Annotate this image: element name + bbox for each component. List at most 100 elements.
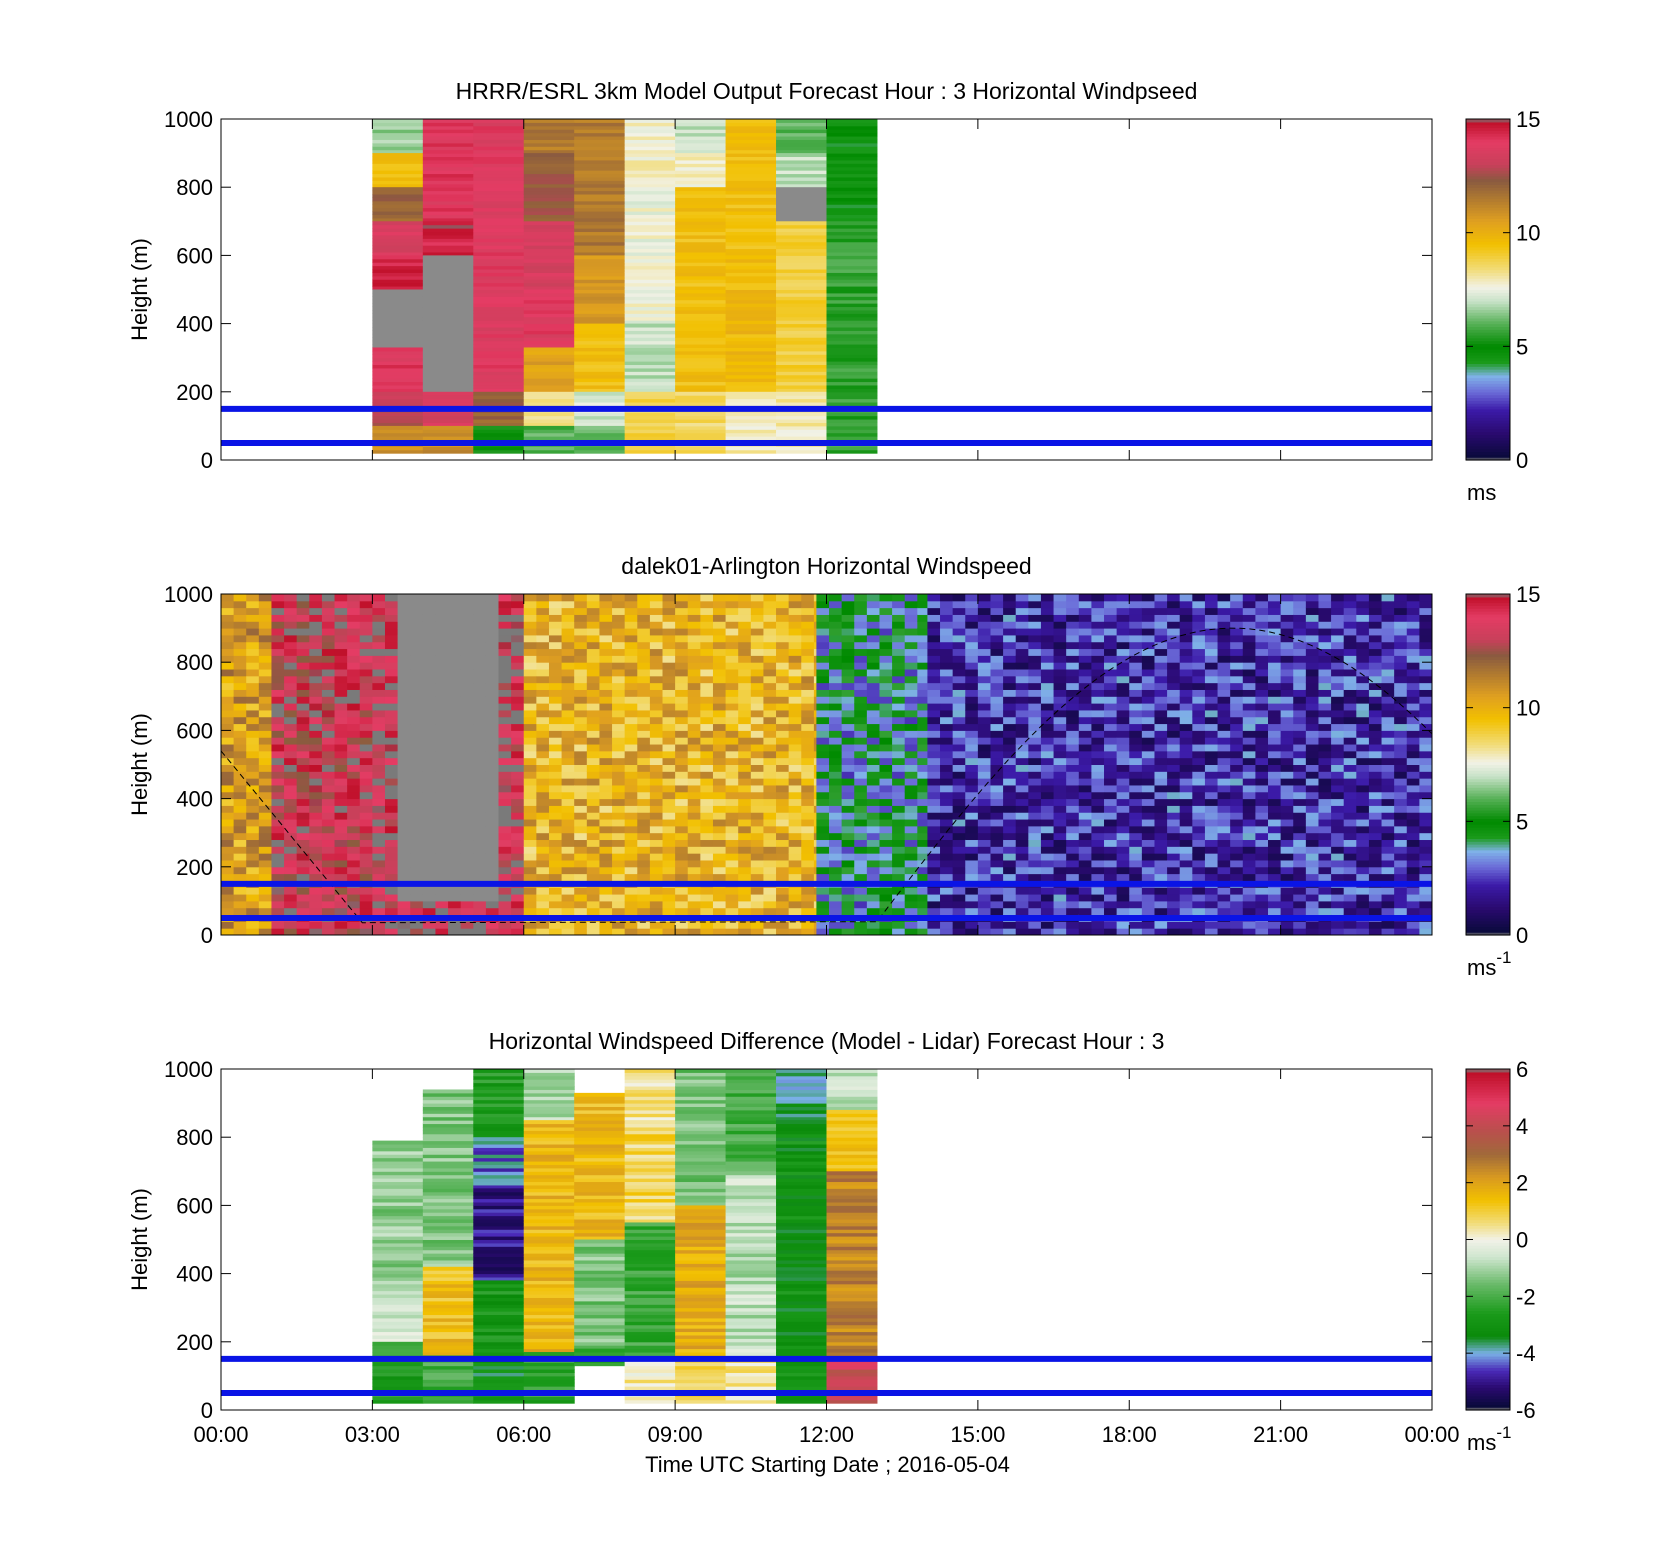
heatmap-cell [473,791,487,800]
heatmap-cell [675,156,727,161]
heatmap-cell [750,798,764,806]
heatmap-cell [448,784,462,793]
colorbar-swatch [1466,158,1510,163]
heatmap-cell [829,703,843,711]
heatmap-cell [422,614,436,622]
heatmap-cell [1066,662,1080,670]
heatmap-cell [866,662,880,670]
heatmap-cell [561,907,575,916]
colorbar-swatch [1466,218,1510,222]
heatmap-cell [511,921,525,929]
heatmap-cell [637,669,651,677]
heatmap-cell [397,696,411,704]
heatmap-cell [536,853,550,861]
heatmap-cell [675,234,727,239]
heatmap-cell [221,771,235,779]
heatmap-cell [917,798,928,806]
heatmap-cell [675,176,727,181]
heatmap-cell [422,367,474,372]
heatmap-cell [347,832,361,841]
heatmap-cell [384,744,399,752]
colorbar-swatch [1466,198,1510,203]
heatmap-cell [372,245,424,250]
heatmap-cell [574,778,588,786]
heatmap-cell [233,600,247,609]
heatmap-cell [347,594,361,602]
heatmap-cell [826,224,878,229]
heatmap-cell [221,737,235,745]
heatmap-cell [866,634,880,643]
heatmap-cell [599,846,613,854]
heatmap-cell [296,744,310,752]
heatmap-cell [599,866,613,875]
heatmap-cell [866,696,880,704]
heatmap-cell [1141,778,1155,786]
heatmap-cell [826,412,878,417]
heatmap-cell [347,839,361,847]
heatmap-cell [485,744,500,752]
heatmap-cell [1028,600,1042,609]
heatmap-cell [826,306,878,311]
heatmap-cell [1003,621,1017,629]
heatmap-cell [561,812,575,820]
heatmap-cell [854,819,868,827]
heatmap-cell [826,211,878,215]
heatmap-cell [637,634,651,643]
heatmap-cell [763,614,777,622]
heatmap-cell [776,221,827,226]
heatmap-cell [296,669,310,677]
heatmap-cell [1116,791,1130,800]
heatmap-cell [952,689,966,697]
heatmap-cell [687,839,701,847]
heatmap-cell [485,675,500,684]
heatmap-cell [574,449,626,454]
heatmap-cell [536,682,550,690]
colorbar-swatch [1466,224,1510,228]
heatmap-cell [296,614,310,622]
heatmap-cell [675,211,727,215]
heatmap-cell [1003,696,1017,704]
heatmap-cell [904,812,918,820]
heatmap-cell [599,887,613,895]
heatmap-cell [1028,614,1042,622]
heatmap-cell [813,600,817,609]
heatmap-cell [536,669,550,677]
heatmap-cell [1003,791,1017,800]
heatmap-cell [574,262,626,267]
heatmap-cell [460,859,474,868]
heatmap-cell [1053,614,1067,622]
heatmap-cell [879,894,893,902]
heatmap-cell [738,859,752,868]
heatmap-cell [940,594,954,602]
heatmap-cell [574,166,626,171]
heatmap-cell [675,269,727,273]
heatmap-cell [712,689,727,697]
heatmap-cell [662,744,676,752]
heatmap-cell [574,388,626,393]
heatmap-cell [334,737,348,745]
heatmap-cell [892,709,906,718]
heatmap-cell [1141,832,1155,841]
heatmap-cell [1104,832,1118,841]
heatmap-cell [1066,614,1080,622]
heatmap-cell [1141,819,1155,827]
heatmap-cell [271,594,285,602]
heatmap-cell [523,419,575,423]
heatmap-cell [977,859,991,868]
heatmap-cell [233,778,247,786]
heatmap-cell [422,723,436,731]
colorbar-swatch [1466,357,1510,362]
heatmap-cell [952,703,966,711]
heatmap-cell [422,737,436,745]
heatmap-cell [892,778,906,786]
heatmap-cell [750,737,764,745]
heatmap-cell [586,791,600,800]
heatmap-cell [473,716,487,725]
heatmap-cell [372,378,424,383]
heatmap-cell [624,286,676,290]
heatmap-cell [460,750,474,759]
heatmap-cell [725,737,739,745]
heatmap-cell [1040,846,1055,854]
heatmap-cell [1040,614,1055,622]
heatmap-cell [687,784,701,793]
